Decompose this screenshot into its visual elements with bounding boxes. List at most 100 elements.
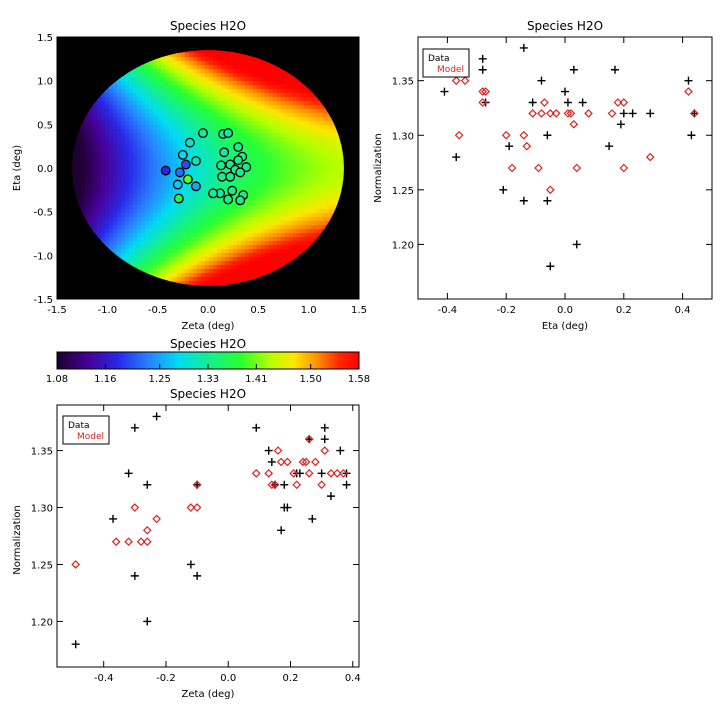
heatmap-cell (157, 177, 162, 182)
heatmap-cell (197, 101, 202, 106)
heatmap-cell (241, 97, 246, 102)
heatmap-cell (125, 169, 130, 174)
heatmap-cell (161, 229, 166, 234)
heatmap-cell (157, 273, 162, 278)
heatmap-cell (201, 241, 206, 246)
heatmap-cell (153, 77, 158, 82)
heatmap-cell (189, 93, 194, 98)
heatmap-cell (113, 201, 118, 206)
heatmap-cell (125, 81, 130, 86)
heatmap-cell (249, 269, 254, 274)
heatmap-cell (221, 225, 226, 230)
heatmap-cell (305, 209, 310, 214)
heatmap-cell (185, 81, 190, 86)
heatmap-cell (313, 101, 318, 106)
heatmap-cell (169, 253, 174, 258)
heatmap-cell (101, 153, 106, 158)
heatmap-cell (289, 181, 294, 186)
heatmap-cell (113, 117, 118, 122)
heatmap-cell (265, 65, 270, 70)
heatmap-cell (249, 193, 254, 198)
heatmap-cell (189, 165, 194, 170)
heatmap-cell (237, 65, 242, 70)
heatmap-cell (129, 149, 134, 154)
heatmap-cell (301, 233, 306, 238)
heatmap-cell (141, 269, 146, 274)
heatmap-cell (81, 133, 86, 138)
heatmap-cell (101, 217, 106, 222)
heatmap-cell (237, 121, 242, 126)
heatmap-cell (201, 225, 206, 230)
heatmap-cell (105, 205, 110, 210)
heatmap-cell (189, 217, 194, 222)
heatmap-cell (317, 229, 322, 234)
heatmap-cell (177, 129, 182, 134)
heatmap-cell (225, 205, 230, 210)
heatmap-cell (233, 193, 238, 198)
heatmap-cell (165, 201, 170, 206)
heatmap-cell (265, 157, 270, 162)
heatmap-cell (161, 69, 166, 74)
heatmap-cell (333, 181, 338, 186)
heatmap-cell (305, 225, 310, 230)
heatmap-cell (253, 105, 258, 110)
heatmap-cell (129, 85, 134, 90)
heatmap-cell (273, 217, 278, 222)
heatmap-cell (113, 225, 118, 230)
heatmap-cell (205, 285, 210, 286)
heatmap-cell (257, 65, 262, 70)
heatmap-cell (253, 221, 258, 226)
heatmap-cell (273, 233, 278, 238)
heatmap-cell (293, 237, 298, 242)
heatmap-cell (153, 233, 158, 238)
heatmap-cell (201, 177, 206, 182)
heatmap-cell (305, 213, 310, 218)
heatmap-cell (97, 221, 102, 226)
heatmap-cell (297, 105, 302, 110)
heatmap-cell (133, 157, 138, 162)
heatmap-cell (273, 193, 278, 198)
heatmap-cell (145, 121, 150, 126)
heatmap-cell (161, 153, 166, 158)
heatmap-cell (133, 189, 138, 194)
heatmap-cell (141, 153, 146, 158)
heatmap-cell (185, 265, 190, 270)
heatmap-cell (241, 85, 246, 90)
heatmap-cell (217, 261, 222, 266)
heatmap-cell (209, 117, 214, 122)
heatmap-cell (269, 113, 274, 118)
heatmap-cell (109, 129, 114, 134)
heatmap-cell (281, 109, 286, 114)
heatmap-cell (249, 201, 254, 206)
heatmap-cell (157, 157, 162, 162)
heatmap-cell (237, 97, 242, 102)
heatmap-cell (329, 165, 334, 170)
heatmap-cell (165, 57, 170, 62)
heatmap-cell (197, 221, 202, 226)
heatmap-cell (72, 177, 74, 182)
heatmap-cell (257, 217, 262, 222)
heatmap-cell (165, 105, 170, 110)
heatmap-cell (197, 237, 202, 242)
heatmap-cell (153, 181, 158, 186)
heatmap-cell (273, 249, 278, 254)
heatmap-cell (101, 165, 106, 170)
heatmap-cell (273, 65, 278, 70)
heatmap-cell (129, 121, 134, 126)
heatmap-cell (281, 249, 286, 254)
heatmap-cell (241, 77, 246, 82)
heatmap-cell (137, 217, 142, 222)
heatmap-cell (193, 141, 198, 146)
heatmap-cell (125, 205, 130, 210)
heatmap-cell (257, 61, 262, 66)
heatmap-cell (117, 137, 122, 142)
heatmap-cell (293, 145, 298, 150)
heatmap-cell (165, 197, 170, 202)
heatmap-cell (241, 117, 246, 122)
heatmap-cell (201, 197, 206, 202)
heatmap-cell (145, 133, 150, 138)
heatmap-cell (333, 149, 338, 154)
heatmap-cell (269, 209, 274, 214)
heatmap-cell (225, 217, 230, 222)
heatmap-cell (237, 229, 242, 234)
